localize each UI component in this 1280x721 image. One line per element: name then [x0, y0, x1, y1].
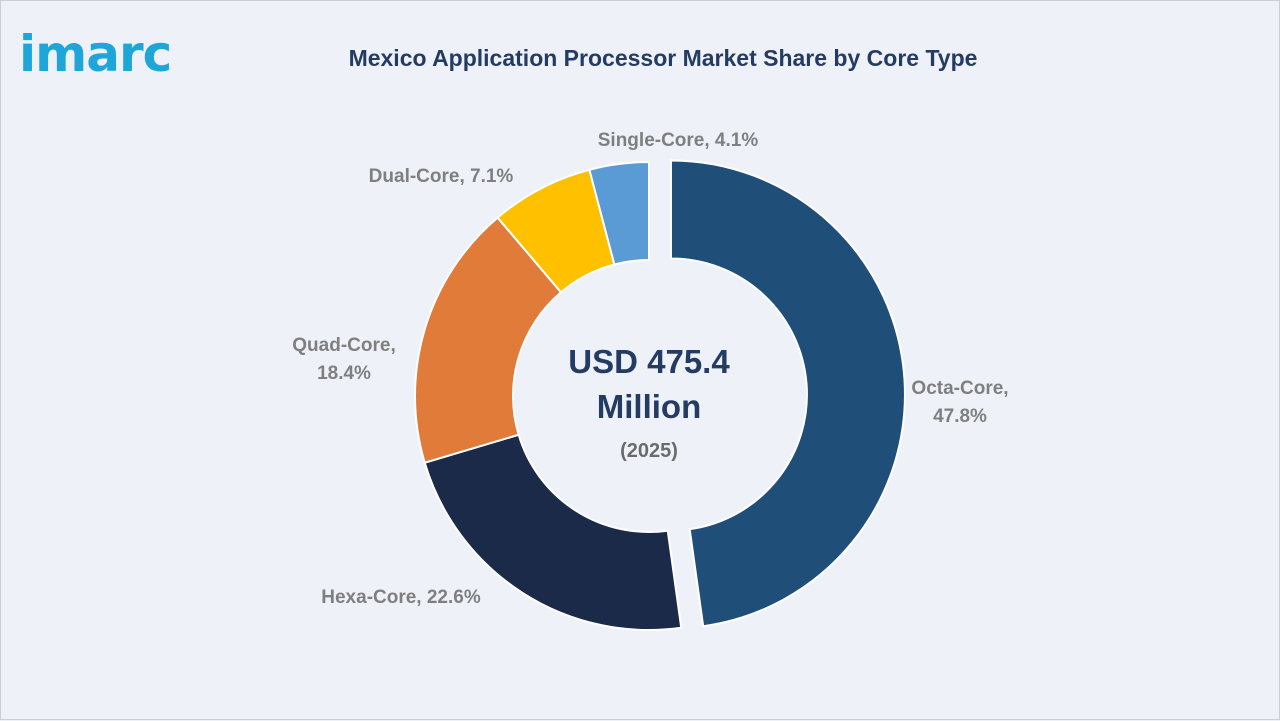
label-quad-core-line1: Quad-Core, [292, 335, 395, 356]
label-hexa-core: Hexa-Core, 22.6% [321, 587, 481, 608]
label-quad-core-line2: 18.4% [317, 363, 371, 384]
center-value-unit: Million [597, 388, 701, 425]
label-octa-core-line2: 47.8% [933, 406, 987, 427]
slice-octa-core [669, 159, 906, 628]
imarc-logo: imarc [19, 25, 172, 83]
center-value: USD 475.4 [568, 343, 730, 380]
center-year: (2025) [620, 440, 678, 462]
donut-slices [414, 159, 906, 631]
label-octa-core-line1: Octa-Core, [911, 378, 1008, 399]
chart-title: Mexico Application Processor Market Shar… [348, 45, 978, 71]
slice-hexa-core [423, 433, 683, 631]
slice-quad-core [414, 216, 563, 464]
slice-labels: Octa-Core, 47.8% Hexa-Core, 22.6% Quad-Core… [292, 130, 1008, 608]
slice-single-core [588, 160, 650, 266]
label-dual-core: Dual-Core, 7.1% [369, 166, 514, 187]
label-single-core: Single-Core, 4.1% [598, 130, 759, 151]
center-label: USD 475.4 Million (2025) [568, 343, 730, 462]
